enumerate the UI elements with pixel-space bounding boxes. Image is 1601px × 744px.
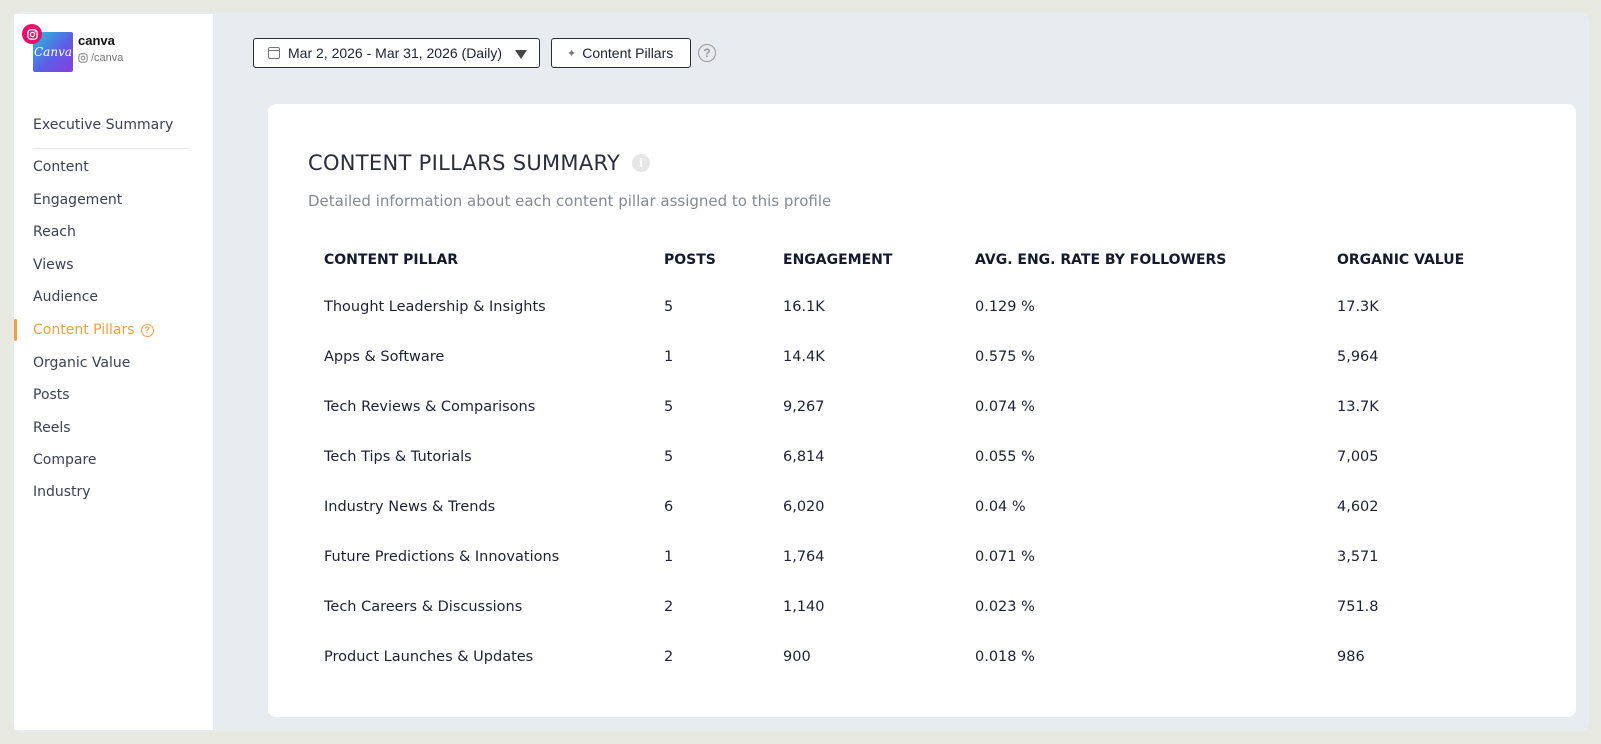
date-range-picker[interactable]: Mar 2, 2026 - Mar 31, 2026 (Daily) — [253, 38, 540, 68]
column-header-content-pillar[interactable]: CONTENT PILLAR — [324, 252, 459, 268]
cell-organic-value: 4,602 — [1337, 499, 1379, 515]
table-header-row: CONTENT PILLAR POSTS ENGAGEMENT AVG. ENG… — [324, 238, 1537, 282]
cell-organic-value: 17.3K — [1337, 299, 1379, 315]
card-title-text: CONTENT PILLARS SUMMARY — [308, 151, 621, 175]
cell-organic-value: 751.8 — [1337, 599, 1379, 615]
instagram-icon — [22, 24, 42, 44]
content-pillars-summary-card: CONTENT PILLARS SUMMARY i Detailed infor… — [268, 104, 1576, 717]
table-row[interactable]: Tech Tips & Tutorials 5 6,814 0.055 % 7,… — [324, 432, 1537, 482]
cell-posts: 5 — [664, 449, 674, 465]
cell-engagement: 6,020 — [783, 499, 825, 515]
sidebar-item-compare[interactable]: Compare — [33, 452, 97, 468]
sidebar-item-content[interactable]: Content — [33, 159, 89, 175]
sidebar-item-audience[interactable]: Audience — [33, 289, 99, 305]
profile-header[interactable]: Canva canva /canva — [22, 24, 203, 92]
profile-handle: /canva — [78, 52, 123, 64]
cell-avg-eng-rate: 0.018 % — [975, 649, 1035, 665]
table-row[interactable]: Tech Reviews & Comparisons 5 9,267 0.074… — [324, 382, 1537, 432]
date-range-label: Mar 2, 2026 - Mar 31, 2026 (Daily) — [288, 45, 502, 61]
avatar: Canva — [33, 32, 73, 72]
cell-avg-eng-rate: 0.074 % — [975, 399, 1035, 415]
profile-name: canva — [78, 33, 115, 48]
sparkle-icon: ✦ — [567, 47, 577, 60]
cell-pillar: Tech Tips & Tutorials — [324, 449, 472, 465]
cell-engagement: 16.1K — [783, 299, 825, 315]
cell-posts: 2 — [664, 599, 674, 615]
cell-posts: 5 — [664, 399, 674, 415]
sidebar-item-organic-value[interactable]: Organic Value — [33, 355, 131, 371]
cell-engagement: 1,764 — [783, 549, 825, 565]
table-row[interactable]: Industry News & Trends 6 6,020 0.04 % 4,… — [324, 482, 1537, 532]
column-header-posts[interactable]: POSTS — [664, 252, 716, 268]
cell-organic-value: 986 — [1337, 649, 1365, 665]
sidebar-item-industry[interactable]: Industry — [33, 484, 91, 500]
cell-engagement: 1,140 — [783, 599, 825, 615]
cell-posts: 1 — [664, 349, 674, 365]
table-row[interactable]: Tech Careers & Discussions 2 1,140 0.023… — [324, 582, 1537, 632]
cell-pillar: Tech Reviews & Comparisons — [324, 399, 536, 415]
help-icon[interactable]: ? — [698, 44, 716, 62]
cell-pillar: Apps & Software — [324, 349, 445, 365]
cell-engagement: 14.4K — [783, 349, 825, 365]
cell-pillar: Industry News & Trends — [324, 499, 496, 515]
sidebar-item-views[interactable]: Views — [33, 257, 74, 273]
content-pillars-button-label: Content Pillars — [582, 45, 674, 61]
cell-engagement: 9,267 — [783, 399, 825, 415]
column-header-organic-value[interactable]: ORGANIC VALUE — [1337, 252, 1465, 268]
cell-pillar: Tech Careers & Discussions — [324, 599, 523, 615]
info-icon[interactable]: i — [632, 154, 651, 172]
sidebar-item-reels[interactable]: Reels — [33, 420, 71, 436]
help-icon[interactable]: ? — [140, 323, 154, 337]
avatar-logo-text: Canva — [34, 45, 72, 59]
cell-pillar: Future Predictions & Innovations — [324, 549, 560, 565]
cell-organic-value: 7,005 — [1337, 449, 1379, 465]
cell-avg-eng-rate: 0.129 % — [975, 299, 1035, 315]
cell-posts: 6 — [664, 499, 674, 515]
sidebar-item-content-pillars[interactable]: Content Pillars? — [33, 320, 154, 340]
cell-posts: 5 — [664, 299, 674, 315]
cell-engagement: 6,814 — [783, 449, 825, 465]
sidebar-item-engagement[interactable]: Engagement — [33, 192, 123, 208]
active-indicator — [14, 319, 17, 341]
sidebar-item-label: Content Pillars — [33, 322, 135, 338]
table-row[interactable]: Product Launches & Updates 2 900 0.018 %… — [324, 632, 1537, 682]
caret-down-icon — [515, 50, 527, 59]
column-header-avg-eng-rate[interactable]: AVG. ENG. RATE BY FOLLOWERS — [975, 252, 1227, 268]
table-row[interactable]: Future Predictions & Innovations 1 1,764… — [324, 532, 1537, 582]
sidebar-item-executive-summary[interactable]: Executive Summary — [33, 117, 174, 133]
sidebar-item-reach[interactable]: Reach — [33, 224, 76, 240]
cell-organic-value: 3,571 — [1337, 549, 1379, 565]
cell-pillar: Thought Leadership & Insights — [324, 299, 546, 315]
card-title: CONTENT PILLARS SUMMARY i — [308, 151, 651, 175]
cell-avg-eng-rate: 0.071 % — [975, 549, 1035, 565]
cell-avg-eng-rate: 0.055 % — [975, 449, 1035, 465]
instagram-small-icon — [78, 53, 88, 63]
profile-handle-text: /canva — [91, 52, 124, 64]
calendar-icon — [268, 47, 280, 59]
nav-divider — [33, 148, 189, 149]
content-pillars-button[interactable]: ✦ Content Pillars — [551, 38, 691, 68]
cell-posts: 2 — [664, 649, 674, 665]
cell-pillar: Product Launches & Updates — [324, 649, 534, 665]
sidebar: Canva canva /canva Executive Summary Con… — [14, 14, 213, 730]
sidebar-item-posts[interactable]: Posts — [33, 387, 70, 403]
cell-organic-value: 5,964 — [1337, 349, 1379, 365]
cell-engagement: 900 — [783, 649, 811, 665]
table-row[interactable]: Apps & Software 1 14.4K 0.575 % 5,964 — [324, 332, 1537, 382]
cell-organic-value: 13.7K — [1337, 399, 1379, 415]
table-row[interactable]: Thought Leadership & Insights 5 16.1K 0.… — [324, 282, 1537, 332]
column-header-engagement[interactable]: ENGAGEMENT — [783, 252, 893, 268]
cell-avg-eng-rate: 0.04 % — [975, 499, 1026, 515]
cell-avg-eng-rate: 0.023 % — [975, 599, 1035, 615]
card-subtitle: Detailed information about each content … — [308, 192, 832, 210]
content-pillars-table: CONTENT PILLAR POSTS ENGAGEMENT AVG. ENG… — [324, 238, 1537, 682]
cell-posts: 1 — [664, 549, 674, 565]
cell-avg-eng-rate: 0.575 % — [975, 349, 1035, 365]
